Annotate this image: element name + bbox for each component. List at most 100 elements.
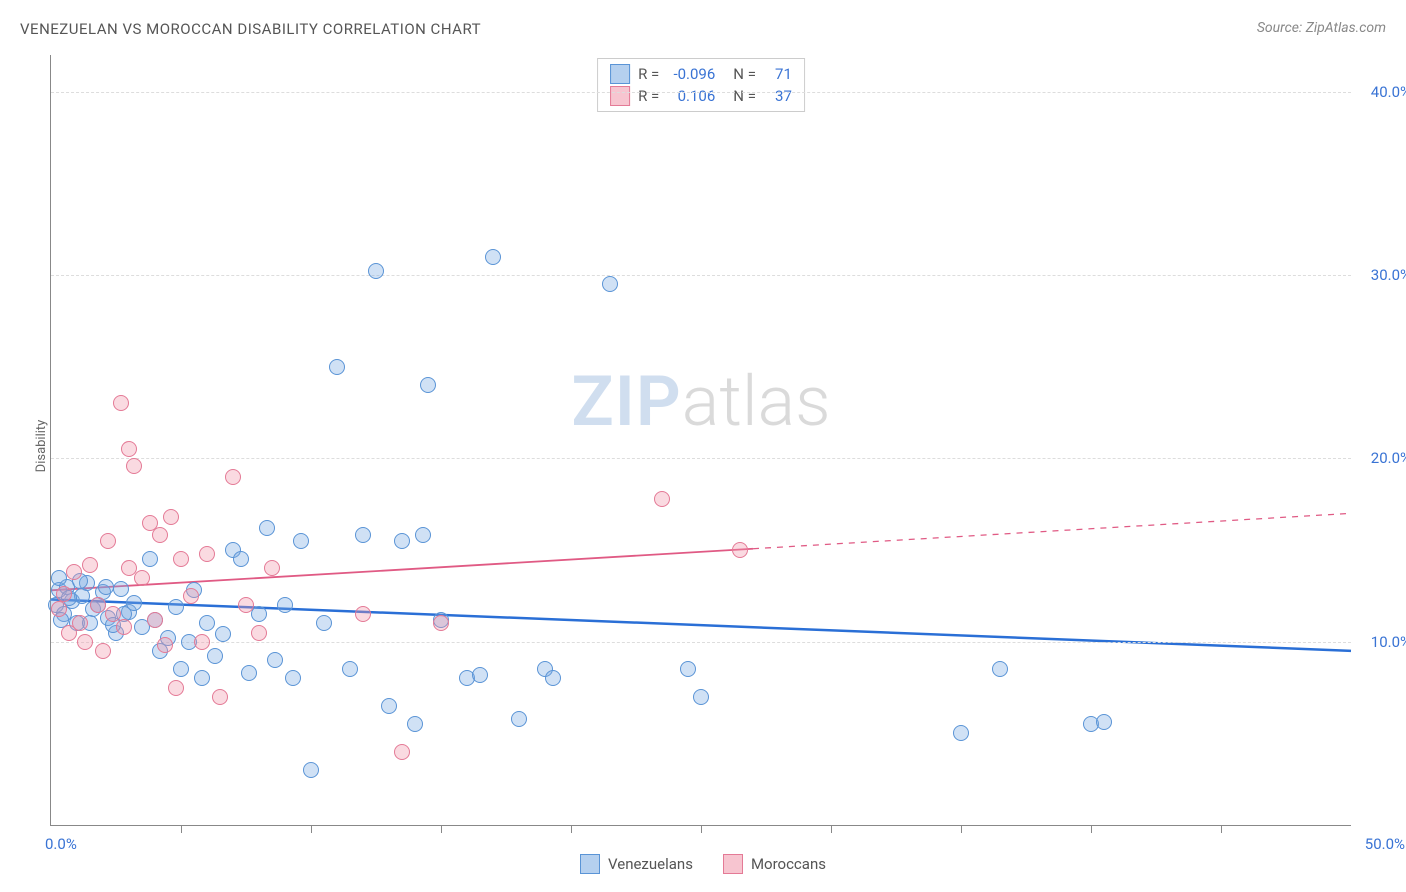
trend-line-dashed bbox=[753, 513, 1351, 548]
y-tick-label: 20.0% bbox=[1356, 449, 1406, 467]
data-point bbox=[953, 725, 969, 741]
series-legend: Venezuelans Moroccans bbox=[0, 854, 1406, 874]
data-point bbox=[51, 570, 67, 586]
data-point bbox=[173, 551, 189, 567]
data-point bbox=[126, 458, 142, 474]
data-point bbox=[394, 533, 410, 549]
data-point bbox=[355, 606, 371, 622]
watermark-atlas: atlas bbox=[682, 361, 831, 443]
source-attribution: Source: ZipAtlas.com bbox=[1257, 20, 1386, 36]
data-point bbox=[329, 359, 345, 375]
x-tick bbox=[961, 825, 962, 833]
x-tick bbox=[1091, 825, 1092, 833]
data-point bbox=[100, 533, 116, 549]
x-tick bbox=[1221, 825, 1222, 833]
data-point bbox=[355, 527, 371, 543]
data-point bbox=[215, 626, 231, 642]
data-point bbox=[95, 643, 111, 659]
data-point bbox=[992, 661, 1008, 677]
stats-swatch bbox=[610, 86, 630, 106]
n-value: 71 bbox=[764, 65, 792, 83]
n-label: N = bbox=[733, 87, 756, 105]
chart-container: VENEZUELAN VS MOROCCAN DISABILITY CORREL… bbox=[0, 0, 1406, 892]
x-tick bbox=[571, 825, 572, 833]
data-point bbox=[316, 615, 332, 631]
data-point bbox=[56, 586, 72, 602]
watermark-zip: ZIP bbox=[571, 361, 681, 443]
data-point bbox=[66, 564, 82, 580]
data-point bbox=[199, 546, 215, 562]
data-point bbox=[113, 581, 129, 597]
data-point bbox=[485, 249, 501, 265]
plot-canvas: ZIPatlas R =-0.096N =71R =0.106N =37 10.… bbox=[50, 55, 1351, 826]
gridline bbox=[51, 92, 1351, 93]
x-tick bbox=[441, 825, 442, 833]
trend-lines-svg bbox=[51, 55, 1351, 825]
legend-item: Moroccans bbox=[723, 854, 826, 874]
data-point bbox=[142, 551, 158, 567]
x-axis-min-label: 0.0% bbox=[45, 835, 77, 853]
data-point bbox=[212, 689, 228, 705]
data-point bbox=[1096, 714, 1112, 730]
data-point bbox=[90, 597, 106, 613]
legend-item: Venezuelans bbox=[580, 854, 693, 874]
data-point bbox=[233, 551, 249, 567]
x-tick bbox=[701, 825, 702, 833]
legend-label: Venezuelans bbox=[608, 855, 693, 873]
r-label: R = bbox=[638, 65, 659, 83]
data-point bbox=[77, 634, 93, 650]
data-point bbox=[264, 560, 280, 576]
data-point bbox=[680, 661, 696, 677]
data-point bbox=[251, 606, 267, 622]
data-point bbox=[168, 599, 184, 615]
data-point bbox=[415, 527, 431, 543]
data-point bbox=[134, 570, 150, 586]
data-point bbox=[342, 661, 358, 677]
data-point bbox=[82, 557, 98, 573]
data-point bbox=[277, 597, 293, 613]
chart-title: VENEZUELAN VS MOROCCAN DISABILITY CORREL… bbox=[20, 20, 481, 38]
x-tick bbox=[831, 825, 832, 833]
data-point bbox=[545, 670, 561, 686]
data-point bbox=[241, 665, 257, 681]
data-point bbox=[113, 395, 129, 411]
data-point bbox=[173, 661, 189, 677]
data-point bbox=[152, 527, 168, 543]
data-point bbox=[251, 625, 267, 641]
data-point bbox=[225, 469, 241, 485]
watermark: ZIPatlas bbox=[571, 361, 830, 443]
stats-row: R =0.106N =37 bbox=[610, 85, 792, 107]
data-point bbox=[163, 509, 179, 525]
data-point bbox=[420, 377, 436, 393]
data-point bbox=[267, 652, 283, 668]
data-point bbox=[207, 648, 223, 664]
legend-label: Moroccans bbox=[751, 855, 826, 873]
data-point bbox=[168, 680, 184, 696]
y-axis-label: Disability bbox=[34, 420, 49, 473]
data-point bbox=[157, 637, 173, 653]
data-point bbox=[51, 601, 67, 617]
data-point bbox=[199, 615, 215, 631]
n-value: 37 bbox=[764, 87, 792, 105]
data-point bbox=[116, 619, 132, 635]
data-point bbox=[732, 542, 748, 558]
data-point bbox=[293, 533, 309, 549]
data-point bbox=[394, 744, 410, 760]
data-point bbox=[194, 670, 210, 686]
r-value: -0.096 bbox=[667, 65, 715, 83]
data-point bbox=[381, 698, 397, 714]
data-point bbox=[183, 588, 199, 604]
r-value: 0.106 bbox=[667, 87, 715, 105]
stats-row: R =-0.096N =71 bbox=[610, 63, 792, 85]
data-point bbox=[121, 441, 137, 457]
data-point bbox=[285, 670, 301, 686]
data-point bbox=[654, 491, 670, 507]
legend-swatch bbox=[580, 854, 600, 874]
data-point bbox=[98, 579, 114, 595]
correlation-stats-box: R =-0.096N =71R =0.106N =37 bbox=[597, 58, 805, 112]
data-point bbox=[238, 597, 254, 613]
data-point bbox=[602, 276, 618, 292]
data-point bbox=[194, 634, 210, 650]
stats-swatch bbox=[610, 64, 630, 84]
legend-swatch bbox=[723, 854, 743, 874]
